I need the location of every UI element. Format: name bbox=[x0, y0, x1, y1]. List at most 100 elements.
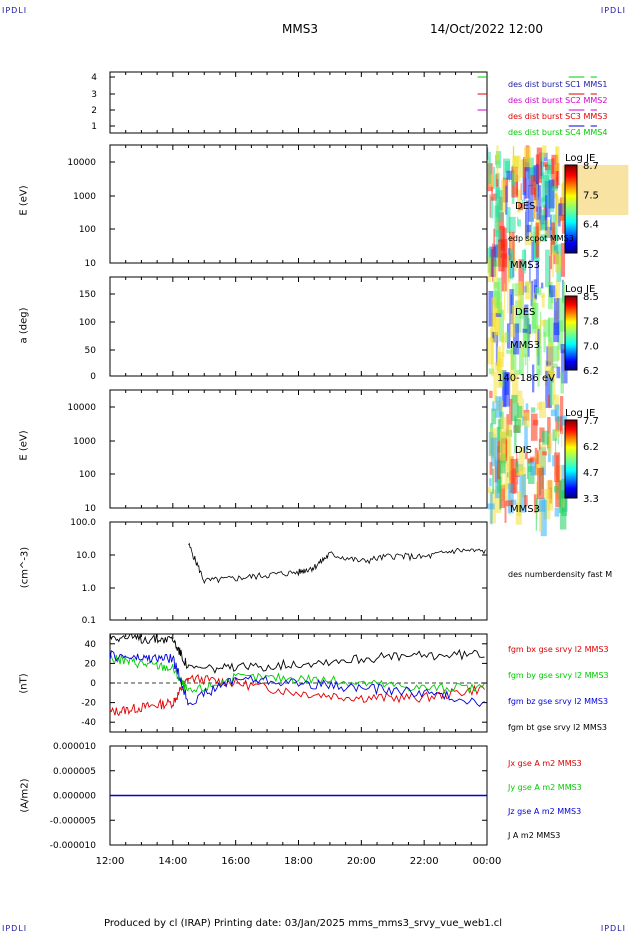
spectro-texture bbox=[536, 345, 542, 376]
spectro-texture bbox=[526, 347, 529, 382]
spectro-texture bbox=[560, 343, 566, 354]
panel7-ytick-label: 0.000005 bbox=[53, 767, 96, 777]
spectro-texture bbox=[499, 431, 506, 461]
spectro-texture bbox=[515, 461, 519, 473]
spectro-texture bbox=[504, 500, 507, 523]
spectro-texture bbox=[509, 398, 513, 425]
spectro-texture bbox=[536, 147, 542, 183]
spectro-texture bbox=[513, 155, 521, 182]
spectro-texture bbox=[545, 249, 550, 288]
panel3-cbar-tick: 7.8 bbox=[583, 317, 599, 328]
spectro-texture bbox=[518, 405, 523, 418]
panel6-legend-item: fgm bz gse srvy l2 MMS3 bbox=[508, 697, 608, 706]
spectro-texture bbox=[532, 303, 539, 329]
panel4-frame bbox=[109, 389, 488, 509]
spectro-texture bbox=[508, 216, 516, 233]
spectro-texture bbox=[537, 467, 545, 499]
spectro-texture bbox=[549, 285, 556, 298]
spectro-texture bbox=[535, 498, 537, 531]
bfield-series-bx bbox=[109, 673, 485, 717]
spectro-texture bbox=[524, 495, 528, 506]
spectro-texture bbox=[562, 281, 566, 304]
spectro-texture bbox=[539, 311, 542, 349]
spectro-texture bbox=[525, 403, 529, 411]
panel3-ytick-label: 100 bbox=[79, 318, 96, 328]
spectro-texture bbox=[523, 156, 526, 192]
spectro-texture bbox=[518, 259, 525, 295]
panel7-ytick-label: 0.000000 bbox=[53, 792, 96, 802]
panel1-legend-item: des dist burst SC3 MMS3 bbox=[508, 112, 607, 121]
spectro-texture bbox=[535, 260, 539, 294]
spectro-texture bbox=[516, 403, 519, 419]
spectro-texture bbox=[552, 455, 555, 467]
spectro-texture bbox=[545, 195, 548, 231]
panel4-ytick-label: 10000 bbox=[67, 403, 96, 413]
spectro-texture bbox=[550, 409, 558, 417]
spectro-texture bbox=[499, 485, 506, 508]
panel4-cbar-tick: 4.7 bbox=[583, 468, 599, 479]
spectro-texture bbox=[505, 439, 507, 458]
spectro-texture bbox=[501, 335, 505, 358]
time-tick-label: 00:00 bbox=[473, 856, 502, 867]
spectro-texture bbox=[492, 166, 495, 190]
spectro-texture bbox=[503, 372, 511, 407]
spectro-texture bbox=[531, 364, 535, 393]
spectro-texture bbox=[533, 165, 540, 198]
time-tick-label: 12:00 bbox=[96, 856, 125, 867]
spectro-texture bbox=[542, 451, 547, 456]
spectro-texture bbox=[557, 320, 564, 350]
panel5-ytick-label: 100.0 bbox=[70, 518, 96, 528]
spectro-texture bbox=[539, 501, 543, 532]
spectro-texture bbox=[496, 310, 499, 335]
spectro-texture bbox=[517, 281, 523, 310]
spectro-texture bbox=[554, 254, 561, 273]
spectro-texture bbox=[499, 476, 502, 510]
spectro-texture bbox=[493, 282, 500, 309]
spectro-texture bbox=[507, 483, 514, 514]
panel5-legend: des numberdensity fast M bbox=[508, 570, 612, 579]
spectro-texture bbox=[554, 486, 559, 493]
spectro-texture bbox=[490, 196, 494, 219]
spectro-texture bbox=[530, 456, 535, 462]
panel5-ytick-label: 1.0 bbox=[82, 584, 97, 594]
spectro-texture bbox=[510, 344, 517, 370]
spectro-texture bbox=[545, 370, 552, 408]
spectro-texture bbox=[547, 159, 552, 175]
panel3-ytick-label: 150 bbox=[79, 290, 96, 300]
panel7-legend-item: Jy gse A m2 MMS3 bbox=[507, 783, 582, 792]
spectro-texture bbox=[495, 396, 502, 418]
panel2-label: edp scpot MMS3 bbox=[508, 234, 574, 243]
spectro-texture bbox=[509, 248, 514, 280]
spectro-texture bbox=[496, 358, 503, 389]
spectro-texture bbox=[507, 261, 511, 283]
time-tick-label: 14:00 bbox=[158, 856, 187, 867]
panel4-ytick-label: 100 bbox=[79, 470, 96, 480]
spectro-texture bbox=[517, 189, 521, 213]
spectro-texture bbox=[556, 146, 560, 171]
time-tick-label: 20:00 bbox=[347, 856, 376, 867]
panel4-colorbar bbox=[564, 419, 578, 499]
spectro-texture bbox=[548, 179, 555, 209]
footer-credit: Produced by cl (IRAP) Printing date: 03/… bbox=[104, 918, 503, 929]
corner-label: IPDLI bbox=[2, 924, 28, 933]
spectro-texture bbox=[491, 297, 497, 328]
spectro-texture bbox=[543, 161, 548, 167]
spectro-texture bbox=[501, 332, 506, 343]
spectro-texture bbox=[512, 372, 519, 404]
spectro-texture bbox=[557, 163, 560, 186]
panel6-legend-item: fgm by gse srvy l2 MMS3 bbox=[508, 671, 609, 680]
spectro-texture bbox=[547, 433, 553, 454]
panel2-ytick-label: 10 bbox=[85, 259, 97, 269]
spectro-texture bbox=[553, 298, 560, 336]
panel4-ytick-label: 10 bbox=[85, 504, 97, 514]
spectro-texture bbox=[510, 458, 518, 493]
spectro-texture bbox=[560, 395, 564, 434]
spectro-texture bbox=[554, 404, 560, 422]
panel4-label: MMS3 bbox=[510, 504, 540, 515]
spectro-texture bbox=[532, 292, 535, 310]
spectro-texture bbox=[530, 413, 538, 441]
spectro-texture bbox=[556, 455, 559, 481]
spectro-texture bbox=[505, 185, 508, 215]
spectro-texture bbox=[506, 500, 513, 507]
panel6-legend-item: fgm bx gse srvy l2 MMS3 bbox=[508, 645, 609, 654]
